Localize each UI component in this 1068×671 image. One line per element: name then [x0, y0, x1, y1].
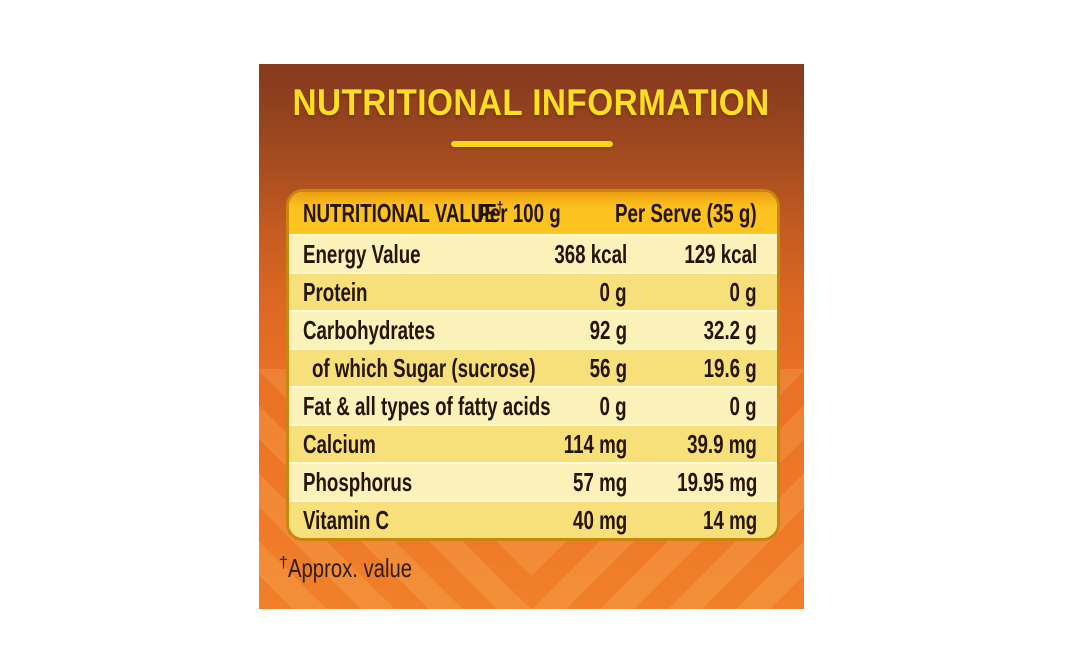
row-label-cell: Phosphorus — [303, 467, 527, 498]
row-per-100g-cell: 368 kcal — [526, 239, 627, 270]
row-per-serve-cell: 19.6 g — [627, 353, 757, 384]
row-per-100g-cell: 0 g — [527, 277, 627, 308]
row-label: Protein — [303, 276, 368, 307]
row-per-serve-cell: 19.95 mg — [627, 467, 757, 498]
row-per-100g-cell: 92 g — [527, 315, 627, 346]
row-label: Phosphorus — [303, 466, 413, 497]
row-value-per-serve: 14 mg — [702, 504, 757, 535]
row-per-serve-cell: 129 kcal — [627, 239, 757, 270]
row-per-serve-cell: 14 mg — [627, 505, 757, 536]
footnote-dagger-sup: † — [279, 553, 288, 572]
page-title: NUTRITIONAL INFORMATION — [259, 82, 804, 124]
row-label: Carbohydrates — [303, 314, 436, 345]
row-value-per-100g: 40 mg — [572, 504, 627, 535]
row-label: Vitamin C — [303, 504, 389, 535]
row-value-per-100g: 368 kcal — [554, 238, 627, 269]
footnote-text: Approx. value — [287, 553, 412, 583]
table-header-row: NUTRITIONAL VALUE† Per 100 g Per Serve (… — [289, 192, 777, 234]
row-per-serve-cell: 0 g — [627, 391, 757, 422]
row-value-per-100g: 56 g — [589, 352, 627, 383]
row-value-per-serve: 0 g — [729, 390, 757, 421]
header-nutritional-value-cell: NUTRITIONAL VALUE† — [303, 198, 503, 229]
row-label-cell: Vitamin C — [303, 505, 527, 536]
table-row: Carbohydrates 92 g 32.2 g — [289, 310, 777, 348]
page-title-text: NUTRITIONAL INFORMATION — [292, 82, 771, 123]
table-row: Calcium 114 mg 39.9 mg — [289, 424, 777, 462]
table-row: Protein 0 g 0 g — [289, 272, 777, 310]
row-value-per-100g: 57 mg — [572, 466, 627, 497]
row-value-per-100g: 92 g — [589, 314, 627, 345]
row-per-serve-cell: 0 g — [627, 277, 757, 308]
header-per-serve-cell: Per Serve (35 g) — [560, 198, 757, 229]
header-nutritional-value: NUTRITIONAL VALUE† — [303, 198, 503, 229]
row-label-cell: Carbohydrates — [303, 315, 527, 346]
row-per-serve-cell: 39.9 mg — [627, 429, 757, 460]
row-per-100g-cell: 40 mg — [527, 505, 627, 536]
table-row: Phosphorus 57 mg 19.95 mg — [289, 462, 777, 500]
row-value-per-serve: 19.6 g — [703, 352, 757, 383]
row-per-100g-cell: 114 mg — [527, 429, 627, 460]
header-per-serve: Per Serve (35 g) — [615, 197, 757, 228]
row-value-per-100g: 0 g — [599, 276, 627, 307]
row-value-per-100g: 0 g — [599, 390, 627, 421]
footnote: †Approx. value — [279, 553, 804, 584]
row-value-per-serve: 129 kcal — [684, 238, 757, 269]
row-label: Calcium — [303, 428, 376, 459]
header-per-100g-cell: Per 100 g — [445, 197, 561, 229]
header-nutritional-value-text: NUTRITIONAL VALUE — [303, 197, 497, 228]
row-value-per-serve: 0 g — [729, 276, 757, 307]
row-label: Energy Value — [303, 238, 421, 269]
header-per-100g: Per 100 g — [477, 197, 561, 228]
row-per-100g-cell: 56 g — [527, 353, 627, 384]
table-row: Energy Value 368 kcal 129 kcal — [289, 234, 777, 272]
row-per-100g-cell: 57 mg — [527, 467, 627, 498]
row-value-per-serve: 32.2 g — [703, 314, 757, 345]
row-label-cell: of which Sugar (sucrose) — [303, 353, 536, 384]
row-label: Fat & all types of fatty acids — [303, 390, 551, 421]
nutrition-table: NUTRITIONAL VALUE† Per 100 g Per Serve (… — [286, 189, 780, 541]
table-row: Fat & all types of fatty acids 0 g 0 g — [289, 386, 777, 424]
row-value-per-serve: 39.9 mg — [687, 428, 757, 459]
row-label-cell: Calcium — [303, 429, 527, 460]
row-per-100g-cell: 0 g — [527, 391, 627, 422]
row-per-serve-cell: 32.2 g — [627, 315, 757, 346]
table-row: of which Sugar (sucrose) 56 g 19.6 g — [289, 348, 777, 386]
row-label-cell: Energy Value — [303, 239, 526, 270]
row-label-cell: Fat & all types of fatty acids — [303, 391, 551, 422]
row-label-cell: Protein — [303, 277, 527, 308]
table-body: Energy Value 368 kcal 129 kcal Protein 0… — [289, 234, 777, 538]
dagger-sup: † — [496, 197, 504, 216]
row-label: of which Sugar (sucrose) — [312, 352, 536, 383]
row-value-per-100g: 114 mg — [563, 428, 627, 459]
table-row: Vitamin C 40 mg 14 mg — [289, 500, 777, 538]
title-underline — [450, 141, 613, 147]
row-value-per-serve: 19.95 mg — [676, 466, 757, 497]
product-label-panel: NUTRITIONAL INFORMATION NUTRITIONAL VALU… — [259, 64, 804, 609]
